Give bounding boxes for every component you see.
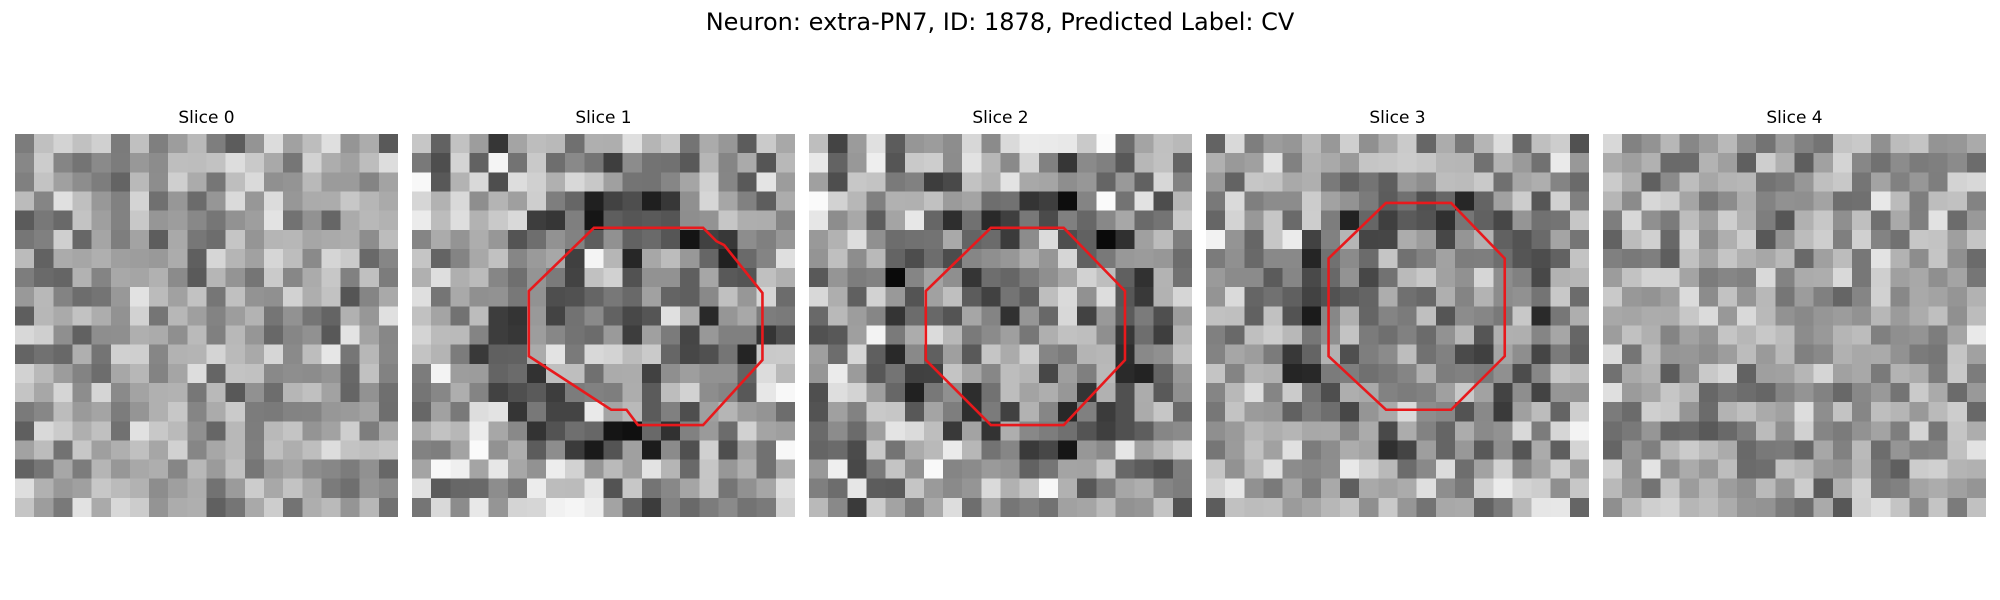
- figure-title: Neuron: extra-PN7, ID: 1878, Predicted L…: [705, 8, 1295, 36]
- slice-panel-4: Slice 4: [1603, 107, 1986, 517]
- slice-image: [1603, 134, 1986, 517]
- slice-image: [412, 134, 795, 517]
- slice-image: [15, 134, 398, 517]
- slice-title: Slice 3: [1369, 108, 1426, 128]
- slice-title: Slice 4: [1766, 108, 1823, 128]
- slice-image: [1206, 134, 1589, 517]
- slice-title: Slice 1: [575, 108, 632, 128]
- slice-image: [809, 134, 1192, 517]
- slice-panel-0: Slice 0: [15, 107, 398, 517]
- slice-title: Slice 2: [972, 108, 1029, 128]
- slice-panel-2: Slice 2: [809, 107, 1192, 517]
- slice-panel-1: Slice 1: [412, 107, 795, 517]
- slice-panel-3: Slice 3: [1206, 107, 1589, 517]
- slice-title: Slice 0: [178, 108, 235, 128]
